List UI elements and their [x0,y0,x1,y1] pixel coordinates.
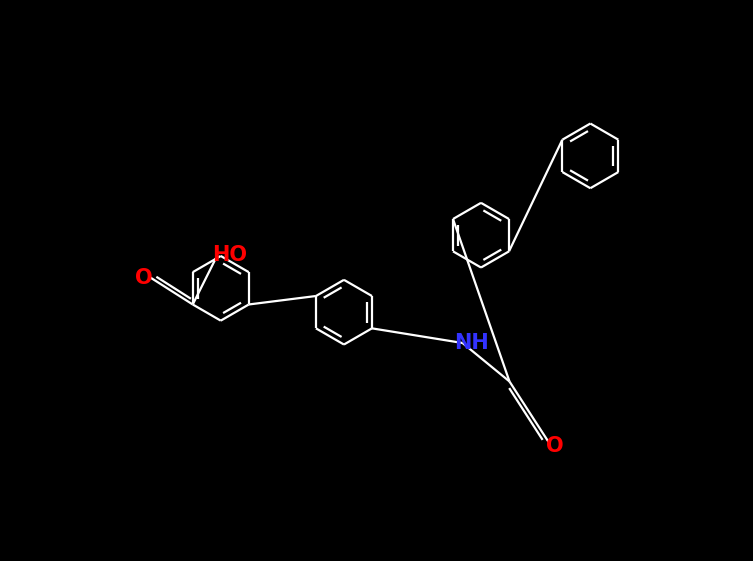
Text: O: O [136,268,153,288]
Text: NH: NH [454,333,489,353]
Text: O: O [546,436,564,456]
Text: HO: HO [212,245,247,265]
